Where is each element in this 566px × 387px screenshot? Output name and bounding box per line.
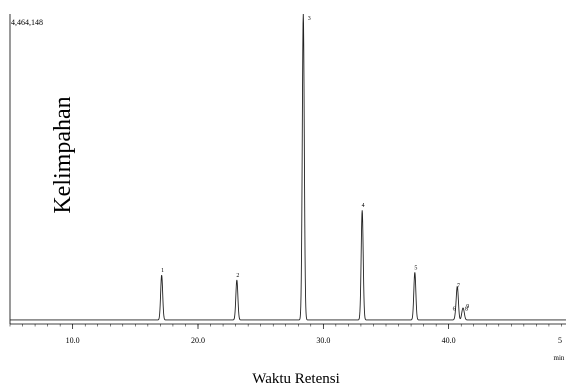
peak-label-1: 1 bbox=[161, 268, 164, 274]
axes bbox=[9, 14, 566, 325]
peak-label-5: 5 bbox=[414, 265, 417, 271]
peak-label-8: 8 bbox=[465, 306, 468, 312]
x-tick-label: 30.0 bbox=[316, 336, 330, 345]
y-max-label: 4,464,148 bbox=[11, 18, 43, 27]
peak-label-9: 9 bbox=[466, 304, 469, 310]
x-axis-title: Waktu Retensi bbox=[252, 371, 340, 387]
x-tick-label: 5 bbox=[558, 336, 562, 345]
peak-label-6: 6 bbox=[453, 306, 456, 312]
peak-label-4: 4 bbox=[362, 203, 365, 209]
peak-label-7: 7 bbox=[457, 283, 460, 289]
peak-label-2: 2 bbox=[236, 273, 239, 279]
x-ticks: 10.0 20.0 30.0 40.0 5 bbox=[66, 324, 562, 345]
peak-labels: 1 2 3 4 5 6 7 89 bbox=[161, 16, 469, 312]
x-unit-label: min bbox=[554, 354, 565, 362]
x-tick-label: 20.0 bbox=[191, 336, 205, 345]
y-axis-title: Kelimpahan bbox=[50, 96, 76, 213]
peak-label-3: 3 bbox=[308, 16, 311, 22]
x-tick-label: 10.0 bbox=[66, 336, 80, 345]
x-tick-label: 40.0 bbox=[442, 336, 456, 345]
chromatogram-trace bbox=[10, 13, 566, 321]
